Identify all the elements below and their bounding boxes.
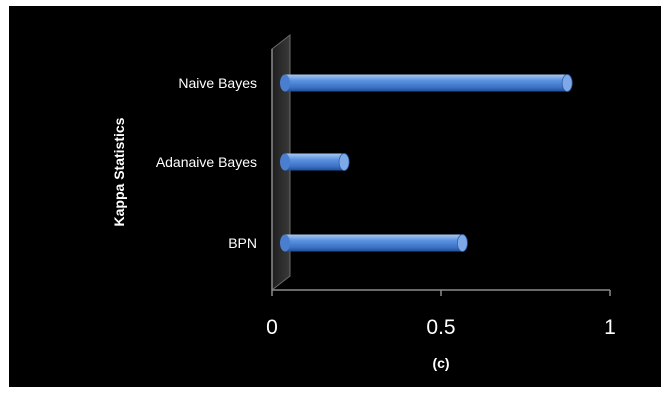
x-axis-title: (c) (432, 355, 449, 371)
category-label-adanaive-bayes: Adanaive Bayes (156, 154, 257, 170)
y-axis-title: Kappa Statistics (111, 117, 127, 226)
bar-bpn (280, 234, 468, 252)
chart-frame: Naive Bayes Adanaive Bayes BPN 0 0.5 1 (c) K… (9, 6, 661, 387)
x-tick-label: 1 (604, 316, 616, 339)
x-tick-label: 0.5 (426, 316, 455, 339)
bar-naive-bayes (280, 74, 573, 92)
bar-adanaive-bayes (280, 153, 350, 171)
x-tick-label: 0 (266, 316, 278, 339)
category-label-bpn: BPN (228, 235, 257, 251)
category-label-naive-bayes: Naive Bayes (178, 75, 257, 91)
bar-chart: Naive Bayes Adanaive Bayes BPN 0 0.5 1 (c) K… (111, 33, 616, 371)
